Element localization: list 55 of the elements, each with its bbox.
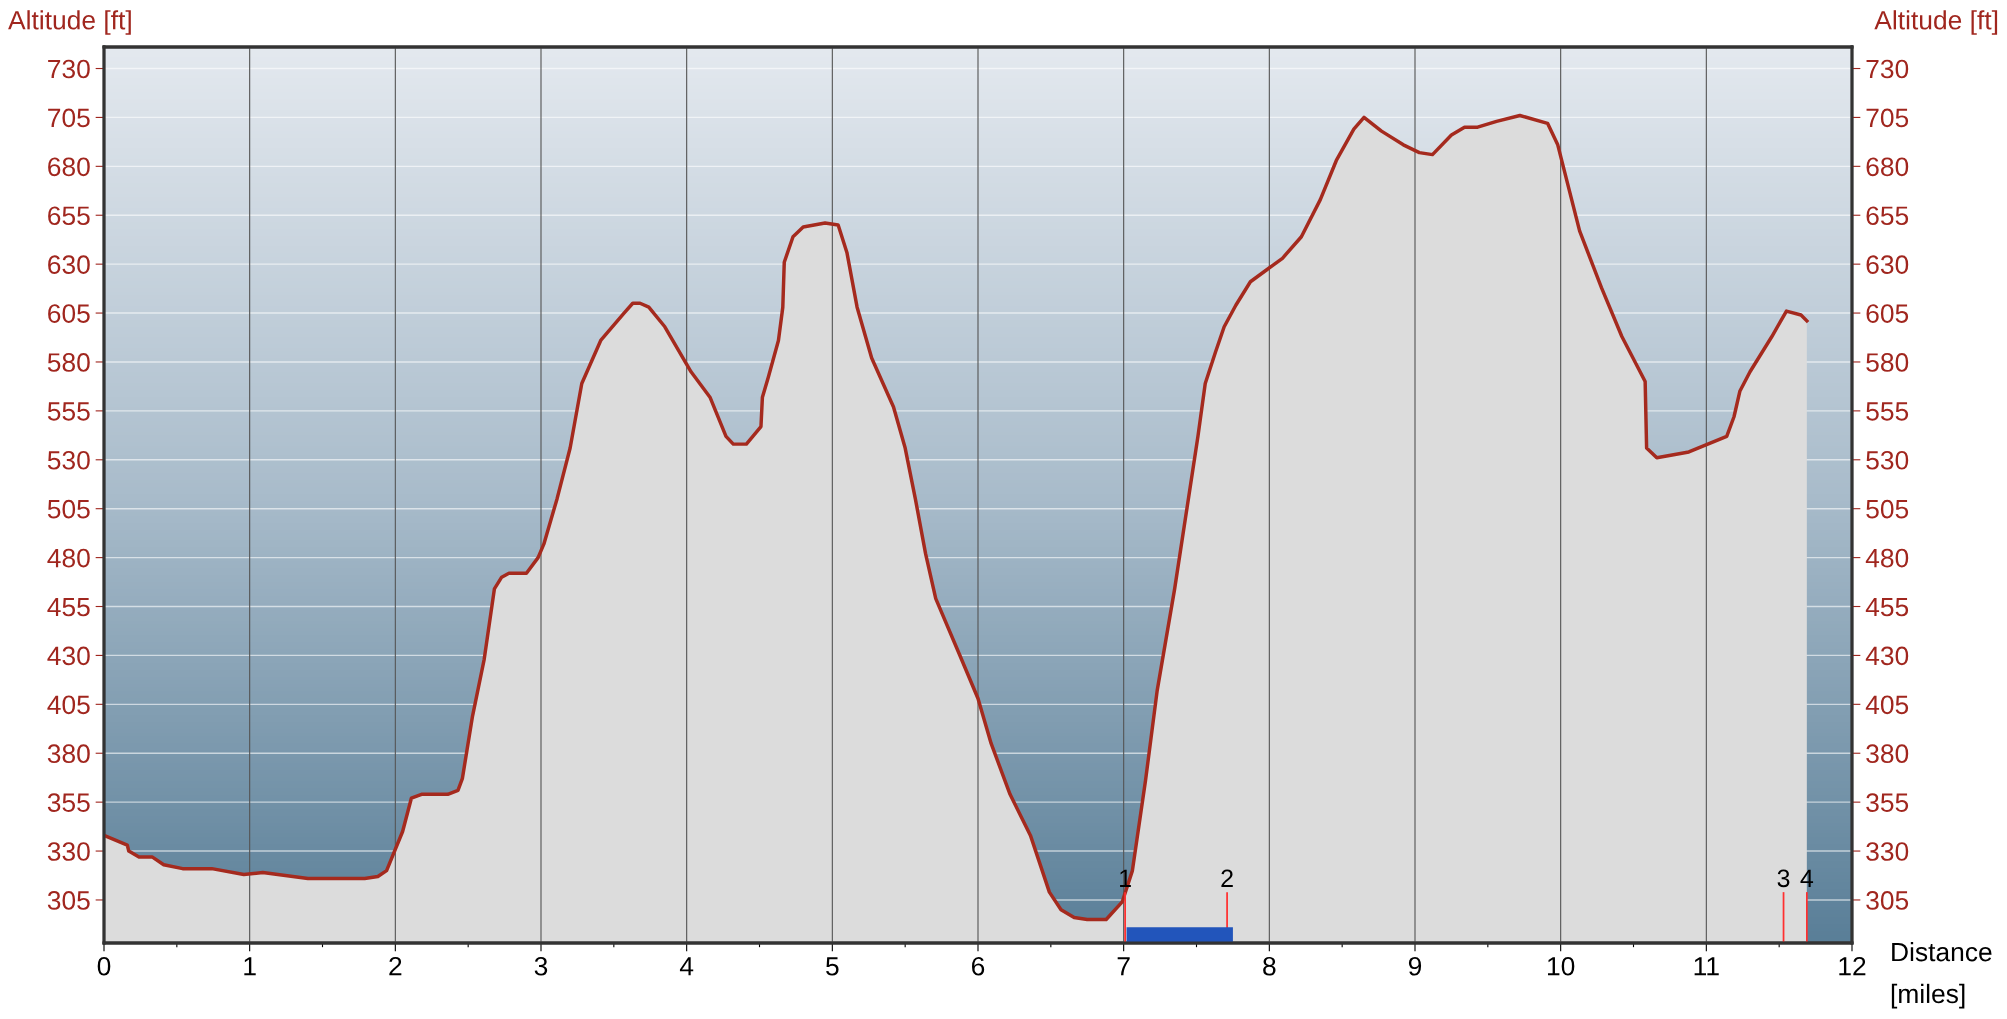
y2-tick-label: 355 bbox=[1866, 793, 1909, 812]
y2-tick-label: 380 bbox=[1866, 744, 1909, 764]
x-tick-label: 8 bbox=[1263, 956, 1276, 976]
y2-tick-label: 455 bbox=[1865, 597, 1909, 617]
y-tick-label: 680 bbox=[48, 157, 90, 177]
y2-axis-title: Altitude [ft] bbox=[1874, 10, 1998, 35]
y-axis-title: Altitude [ft] bbox=[8, 10, 131, 35]
x-tick-label: 3 bbox=[534, 956, 548, 976]
y2-tick-label: 655 bbox=[1866, 206, 1909, 226]
y-tick-label: 480 bbox=[47, 548, 90, 568]
y-tick-label: 530 bbox=[47, 450, 90, 470]
x-tick-label: 1 bbox=[244, 957, 256, 976]
y-tick-label: 405 bbox=[47, 695, 90, 715]
x-tick-label: 7 bbox=[1117, 957, 1130, 976]
y-tick-label: 505 bbox=[47, 499, 90, 519]
y-tick-label: 305 bbox=[47, 891, 90, 910]
x-tick-label: 6 bbox=[972, 956, 985, 976]
x-tick-label: 11 bbox=[1694, 957, 1719, 976]
y-tick-label: 355 bbox=[47, 793, 90, 812]
y2-tick-label: 580 bbox=[1866, 353, 1909, 372]
annotation: 3 bbox=[1777, 869, 1790, 888]
y2-tick-label: 305 bbox=[1866, 891, 1909, 910]
y2-tick-label: 705 bbox=[1866, 108, 1909, 128]
x-tick-label: 12 bbox=[1839, 956, 1866, 976]
y-tick-label: 430 bbox=[47, 646, 90, 666]
y2-tick-label: 605 bbox=[1866, 304, 1909, 323]
x-tick-label: 5 bbox=[826, 957, 839, 976]
y-tick-label: 630 bbox=[48, 255, 90, 274]
y2-tick-label: 680 bbox=[1866, 157, 1909, 177]
y2-tick-label: 480 bbox=[1865, 548, 1909, 568]
y-tick-label: 605 bbox=[48, 304, 90, 323]
y2-tick-label: 630 bbox=[1866, 255, 1909, 274]
y-tick-label: 730 bbox=[48, 59, 90, 79]
y-tick-label: 380 bbox=[47, 744, 90, 764]
y2-tick-label: 430 bbox=[1865, 646, 1909, 666]
y-tick-label: 455 bbox=[47, 597, 90, 617]
y2-tick-label: 505 bbox=[1866, 499, 1909, 519]
x-tick-label: 0 bbox=[97, 956, 111, 976]
annotation: 2 bbox=[1221, 869, 1233, 887]
y-tick-label: 330 bbox=[47, 842, 90, 861]
x-axis-title: Distance [miles] bbox=[1891, 942, 1992, 1009]
y2-tick-label: 730 bbox=[1866, 59, 1909, 79]
x-tick-label: 4 bbox=[679, 957, 694, 976]
y2-tick-label: 405 bbox=[1865, 695, 1909, 715]
x-tick-label: 10 bbox=[1548, 956, 1575, 976]
y-tick-label: 655 bbox=[48, 206, 90, 226]
x-tick-label: 9 bbox=[1408, 956, 1422, 976]
y2-tick-label: 330 bbox=[1866, 842, 1909, 861]
y2-tick-label: 530 bbox=[1866, 450, 1909, 470]
y2-tick-label: 555 bbox=[1866, 402, 1909, 421]
x-tick-label: 2 bbox=[389, 956, 402, 976]
annotation: 4 bbox=[1800, 869, 1814, 887]
y-tick-label: 705 bbox=[48, 108, 90, 128]
y-tick-label: 555 bbox=[47, 402, 90, 421]
y-tick-label: 580 bbox=[47, 353, 90, 372]
